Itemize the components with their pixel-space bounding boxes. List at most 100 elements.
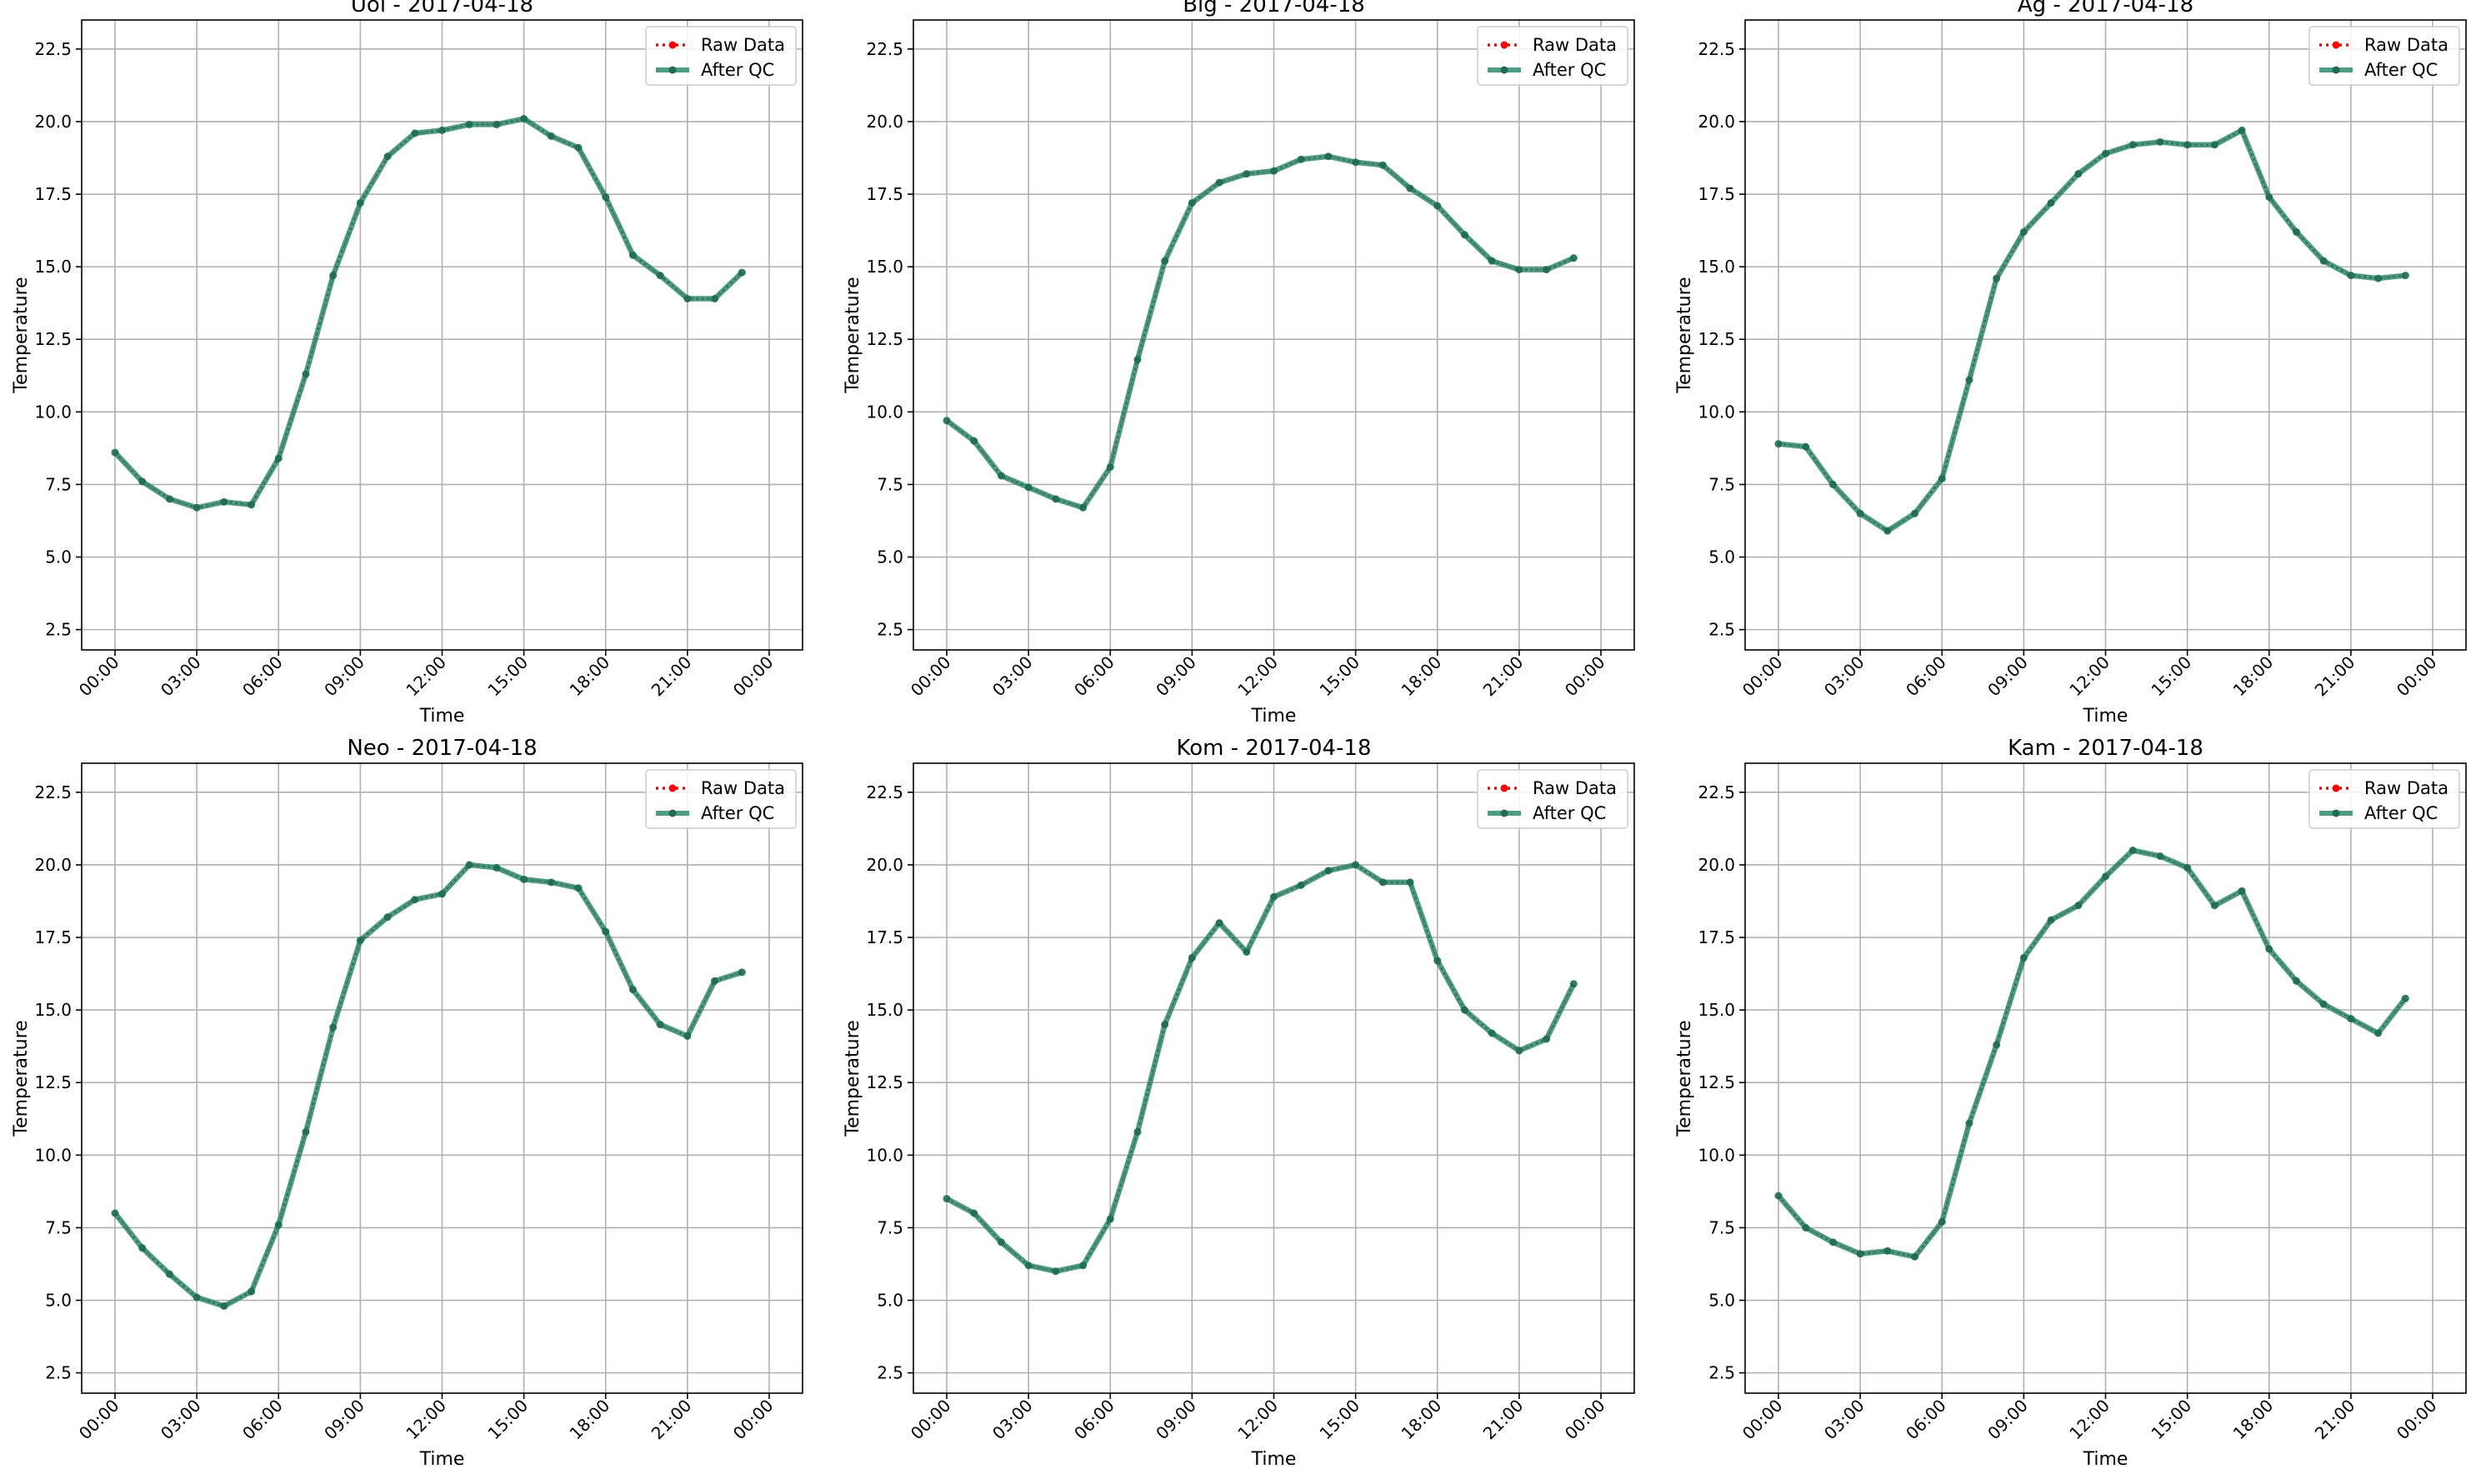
x-tick-label: 18:00 (2229, 652, 2278, 701)
y-axis-label: Temperature (843, 277, 863, 393)
data-point (1965, 376, 1973, 384)
data-point (943, 417, 951, 425)
y-tick-label: 15.0 (866, 1000, 903, 1020)
data-point (1024, 483, 1033, 492)
x-tick-label: 00:00 (2393, 1396, 2441, 1444)
y-tick-label: 20.0 (866, 112, 903, 132)
data-point (1133, 356, 1142, 364)
y-tick-label: 22.5 (34, 782, 72, 802)
y-tick-label: 10.0 (34, 402, 72, 422)
data-point (656, 1021, 664, 1029)
y-tick-label: 10.0 (1698, 402, 1735, 422)
y-tick-label: 15.0 (1698, 257, 1735, 277)
legend-raw-marker (668, 41, 677, 49)
y-tick-label: 22.5 (1698, 39, 1735, 59)
x-tick-label: 06:00 (1070, 652, 1118, 701)
legend: Raw Data After QC (645, 26, 797, 86)
data-point (1406, 878, 1414, 887)
data-point (2347, 272, 2355, 280)
data-point (1406, 184, 1414, 192)
data-point (2102, 149, 2109, 157)
x-tick-label: 03:00 (1820, 1396, 1868, 1444)
y-tick-label: 20.0 (1698, 855, 1735, 875)
x-tick-label: 15:00 (1315, 652, 1363, 701)
data-point (2401, 994, 2409, 1002)
legend: Raw Data After QC (1477, 26, 1628, 86)
legend-qc-marker (668, 66, 677, 74)
y-tick-label: 12.5 (1698, 329, 1735, 349)
y-tick-label: 20.0 (866, 855, 903, 875)
chart-title: Kom - 2017-04-18 (1177, 736, 1372, 761)
data-point (2401, 272, 2409, 280)
data-point (2210, 141, 2218, 149)
x-tick-label: 06:00 (1902, 1396, 1950, 1444)
legend: Raw Data After QC (1477, 769, 1628, 829)
legend-raw-label: Raw Data (1533, 778, 1617, 798)
data-point (302, 370, 310, 378)
data-point (111, 1209, 119, 1217)
y-tick-label: 7.5 (45, 1217, 72, 1237)
data-point (2210, 902, 2218, 910)
y-axis-label: Temperature (843, 1020, 863, 1137)
y-tick-label: 12.5 (34, 329, 72, 349)
y-tick-label: 7.5 (1708, 1217, 1735, 1237)
data-point (493, 120, 501, 128)
y-tick-label: 22.5 (866, 39, 903, 59)
x-tick-label: 03:00 (157, 652, 205, 701)
data-point (465, 861, 473, 869)
raw-data-line (1778, 128, 2406, 532)
data-point (970, 1209, 978, 1217)
data-point (1774, 440, 1783, 448)
raw-data-line (946, 155, 1574, 510)
legend-qc-label: After QC (701, 803, 774, 823)
x-tick-label: 21:00 (648, 1396, 696, 1444)
data-point (738, 968, 746, 977)
after-qc-line (1778, 127, 2406, 534)
data-point (2019, 227, 2028, 236)
data-point (138, 477, 147, 486)
legend-qc-marker (668, 809, 677, 817)
chart-title: Uoi - 2017-04-18 (351, 0, 533, 17)
x-tick-label: 12:00 (402, 652, 450, 701)
data-point (711, 294, 719, 302)
chart-panel: 2.5 5.0 7.5 10.0 12.5 15.0 17.5 20.0 22.5 00:00 03… (11, 0, 803, 727)
data-point (2292, 227, 2300, 236)
x-tick-label: 18:00 (566, 1396, 614, 1444)
y-tick-label: 12.5 (866, 1072, 903, 1092)
data-point (1433, 202, 1442, 210)
legend-raw-label: Raw Data (2364, 778, 2448, 798)
data-point (574, 884, 583, 892)
data-point (2319, 257, 2328, 265)
x-tick-label: 21:00 (1479, 652, 1528, 701)
legend-qc-label: After QC (2364, 60, 2438, 80)
y-tick-label: 7.5 (877, 474, 903, 494)
x-tick-label: 21:00 (2311, 1396, 2359, 1444)
data-point (383, 913, 392, 922)
data-point (1188, 198, 1196, 207)
x-tick-label: 06:00 (1902, 652, 1950, 701)
x-tick-label: 09:00 (1983, 1396, 2032, 1444)
x-tick-label: 00:00 (907, 1396, 955, 1444)
chart-title: Kam - 2017-04-18 (2008, 736, 2203, 761)
after-qc-line (1776, 847, 2408, 1260)
data-point (193, 503, 201, 512)
data-point (656, 272, 664, 280)
data-point (2019, 953, 2028, 962)
data-point (1378, 878, 1387, 887)
chart-title: Ag - 2017-04-18 (2018, 0, 2193, 17)
data-point (547, 132, 555, 140)
data-point (1352, 158, 1360, 167)
data-point (220, 497, 228, 506)
data-point (1024, 1262, 1033, 1270)
x-tick-label: 18:00 (2229, 1396, 2278, 1444)
data-point (628, 986, 637, 994)
data-point (997, 1238, 1005, 1247)
data-point (2238, 887, 2246, 895)
x-tick-label: 03:00 (1820, 652, 1868, 701)
y-tick-label: 20.0 (34, 855, 72, 875)
y-tick-label: 2.5 (45, 620, 72, 640)
data-point (1460, 231, 1468, 239)
data-point (356, 937, 364, 945)
x-tick-label: 12:00 (2065, 652, 2113, 701)
legend-qc-label: After QC (1533, 60, 1606, 80)
